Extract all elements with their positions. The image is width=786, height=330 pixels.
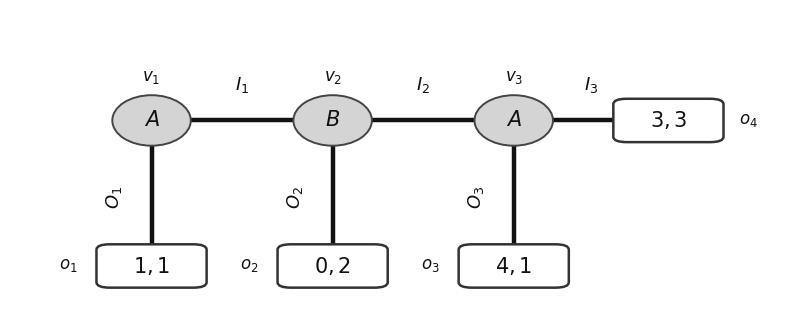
Text: $o_{3}$: $o_{3}$ xyxy=(421,257,440,275)
Text: $1,1$: $1,1$ xyxy=(133,255,171,277)
Text: $I_{1}$: $I_{1}$ xyxy=(235,75,249,95)
Text: $v_{3}$: $v_{3}$ xyxy=(505,69,523,86)
FancyBboxPatch shape xyxy=(97,244,207,288)
Text: $3,3$: $3,3$ xyxy=(649,110,687,131)
Text: $O_{1}$: $O_{1}$ xyxy=(104,186,124,209)
Text: $0,2$: $0,2$ xyxy=(314,255,351,277)
FancyBboxPatch shape xyxy=(277,244,387,288)
Text: $o_{2}$: $o_{2}$ xyxy=(241,257,259,275)
FancyBboxPatch shape xyxy=(459,244,569,288)
Text: $o_{4}$: $o_{4}$ xyxy=(739,112,758,129)
Text: $B$: $B$ xyxy=(325,111,340,130)
Text: $4,1$: $4,1$ xyxy=(495,255,532,277)
Text: $O_{3}$: $O_{3}$ xyxy=(466,186,486,209)
Text: $v_{2}$: $v_{2}$ xyxy=(324,69,342,86)
Ellipse shape xyxy=(293,95,372,146)
FancyBboxPatch shape xyxy=(613,99,723,142)
Text: $A$: $A$ xyxy=(505,111,522,130)
Text: $o_{1}$: $o_{1}$ xyxy=(59,257,78,275)
Ellipse shape xyxy=(475,95,553,146)
Text: $A$: $A$ xyxy=(144,111,160,130)
Text: $I_{3}$: $I_{3}$ xyxy=(583,75,598,95)
Ellipse shape xyxy=(112,95,191,146)
Text: $O_{2}$: $O_{2}$ xyxy=(285,186,305,209)
Text: $I_{2}$: $I_{2}$ xyxy=(416,75,430,95)
Text: $v_{1}$: $v_{1}$ xyxy=(142,69,160,86)
